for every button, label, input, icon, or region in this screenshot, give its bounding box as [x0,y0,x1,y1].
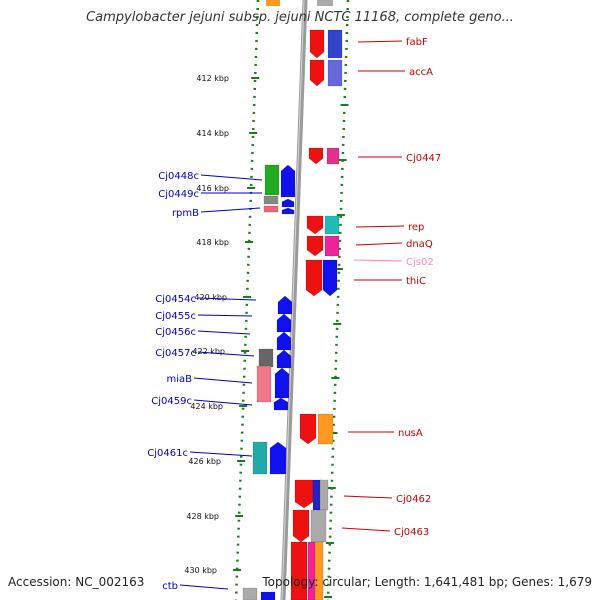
ruler-tick-label: 420 kbp [194,293,227,302]
ruler-tick-label: 412 kbp [196,74,229,83]
genome-backbone [280,0,308,600]
ruler-tick-label: 414 kbp [196,129,229,138]
ruler-tick-label: 424 kbp [190,402,223,411]
reverse-gene-label[interactable]: Cj0457c [155,348,196,359]
reverse-gene-label[interactable]: Cj0449c [158,189,199,200]
reverse-gene-feature[interactable] [281,198,295,208]
map-title: Campylobacter jejuni subsp. jejuni NCTC … [86,10,514,25]
reverse-gene-feature[interactable] [252,441,268,475]
forward-gene-label[interactable]: fabF [406,37,428,48]
forward-gene-feature[interactable] [306,235,324,257]
reverse-gene-label[interactable]: ctb [162,581,178,592]
forward-gene-feature[interactable] [319,479,329,511]
genome-summary-text: Topology: circular; Length: 1,641,481 bp… [262,575,592,589]
ruler-tick-label: 418 kbp [196,238,229,247]
reverse-gene-feature[interactable] [277,295,293,315]
forward-label-leader [343,495,393,499]
forward-gene-feature[interactable] [317,413,334,445]
accession-text: Accession: NC_002163 [8,575,145,589]
reverse-gene-feature[interactable] [258,348,274,368]
reverse-gene-feature[interactable] [269,441,287,475]
forward-gene-feature[interactable] [266,0,280,6]
genome-backbone-highlight [281,0,305,600]
reverse-label-leader [200,174,263,181]
forward-gene-feature[interactable] [290,541,308,600]
forward-gene-feature[interactable] [326,147,340,165]
ruler-tick-label: 428 kbp [186,512,219,521]
forward-label-leader [355,242,403,246]
ruler-tick-label: 426 kbp [188,457,221,466]
reverse-label-leader [197,297,257,301]
reverse-label-leader [200,207,261,213]
forward-label-leader [341,527,391,532]
reverse-gene-label[interactable]: Cj0456c [155,327,196,338]
reverse-gene-feature[interactable] [260,591,276,600]
forward-gene-feature[interactable] [307,541,317,600]
forward-label-leader [357,40,403,43]
forward-gene-feature[interactable] [327,59,343,87]
forward-gene-label[interactable]: Cj0463 [394,527,429,538]
forward-gene-feature[interactable] [327,29,343,59]
forward-label-leader [353,259,403,262]
right-ruler-dots [326,0,350,600]
reverse-gene-feature[interactable] [276,331,292,351]
reverse-label-leader [197,330,251,335]
reverse-label-leader [193,399,253,406]
ruler-tick-label: 422 kbp [192,347,225,356]
forward-gene-label[interactable]: Cj0447 [406,153,441,164]
ruler-tick-label: 430 kbp [184,566,217,575]
forward-gene-feature[interactable] [314,541,324,600]
forward-gene-label[interactable]: Cj0462 [396,494,431,505]
reverse-gene-feature[interactable] [273,397,289,411]
reverse-label-leader [179,584,229,590]
reverse-gene-label[interactable]: Cj0454c [155,294,196,305]
forward-gene-label[interactable]: dnaQ [406,239,433,250]
reverse-label-leader [189,451,253,457]
reverse-gene-feature[interactable] [263,195,279,205]
forward-gene-label[interactable]: nusA [398,428,423,439]
forward-gene-label[interactable]: accA [409,67,433,78]
forward-gene-feature[interactable] [310,509,327,543]
forward-gene-feature[interactable] [306,215,324,235]
forward-gene-feature[interactable] [324,235,340,257]
reverse-gene-label[interactable]: rpmB [172,208,199,219]
reverse-gene-label[interactable]: miaB [166,374,192,385]
reverse-gene-label[interactable]: Cj0455c [155,311,196,322]
forward-gene-feature[interactable] [317,0,333,6]
forward-gene-feature[interactable] [309,29,325,59]
reverse-gene-feature[interactable] [256,365,272,403]
forward-gene-feature[interactable] [308,147,324,165]
reverse-label-leader [197,351,255,357]
reverse-gene-feature[interactable] [264,164,280,196]
reverse-gene-label[interactable]: Cj0461c [147,448,188,459]
reverse-label-leader [193,377,253,384]
reverse-gene-label[interactable]: Cj0448c [158,171,199,182]
reverse-gene-feature[interactable] [276,349,292,369]
forward-gene-label[interactable]: rep [408,222,424,233]
reverse-gene-feature[interactable] [281,207,295,215]
ruler-tick-label: 416 kbp [196,184,229,193]
forward-gene-feature[interactable] [309,59,325,87]
forward-gene-feature[interactable] [299,413,317,445]
forward-gene-feature[interactable] [292,509,310,543]
reverse-gene-feature[interactable] [280,164,296,198]
forward-gene-label[interactable]: thiC [406,276,426,287]
reverse-gene-feature[interactable] [276,313,292,333]
forward-gene-label[interactable]: Cjs02 [406,257,434,268]
forward-gene-feature[interactable] [322,259,338,297]
reverse-gene-feature[interactable] [242,587,258,600]
forward-gene-feature[interactable] [324,215,340,235]
forward-label-leader [355,225,405,228]
reverse-gene-feature[interactable] [274,367,290,399]
reverse-label-leader [197,314,253,317]
reverse-gene-label[interactable]: Cj0459c [151,396,192,407]
forward-gene-feature[interactable] [294,479,314,509]
forward-gene-feature[interactable] [305,259,323,297]
reverse-gene-feature[interactable] [263,205,279,213]
